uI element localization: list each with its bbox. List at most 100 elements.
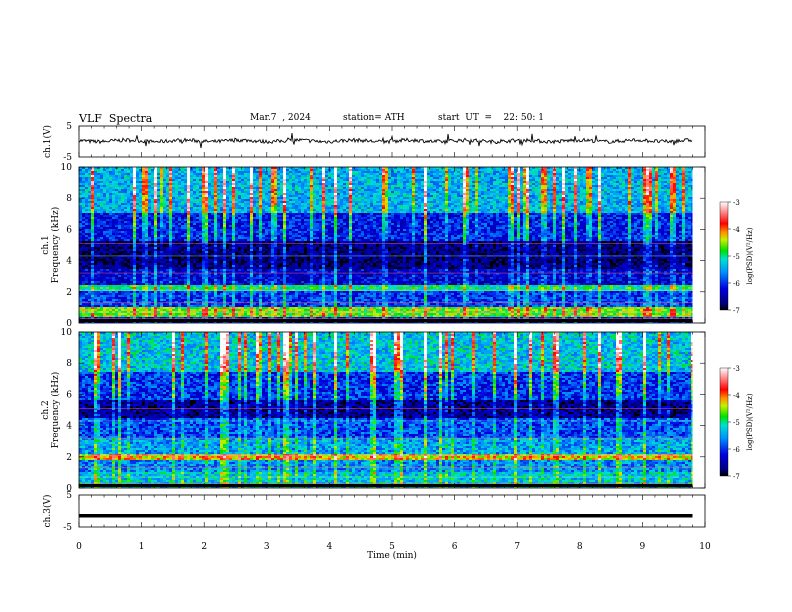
panel-spec1-cell <box>109 197 112 199</box>
panel-spec1-cell <box>214 205 217 207</box>
panel-spec1-cell <box>421 181 424 183</box>
panel-spec1-cell <box>319 173 322 175</box>
panel-spec1-cell <box>343 201 346 203</box>
panel-spec1-cell <box>565 193 568 195</box>
panel-spec1-cell <box>121 195 124 197</box>
panel-spec1-cell <box>193 193 196 195</box>
panel-spec1-cell <box>160 169 163 171</box>
panel-spec1-cell <box>532 197 535 199</box>
panel-spec1-cell <box>313 195 316 197</box>
panel-spec1-cell <box>646 181 649 183</box>
panel-spec1-cell <box>613 199 616 201</box>
panel-spec1-cell <box>571 213 574 215</box>
panel-spec1-cell <box>592 207 595 209</box>
panel-spec1-cell <box>229 175 232 177</box>
panel-spec1-cell <box>181 213 184 215</box>
panel-spec1-cell <box>517 175 520 177</box>
panel-spec1-cell <box>556 189 559 191</box>
panel-spec1-cell <box>646 171 649 173</box>
panel-spec1-cell <box>400 199 403 201</box>
panel-spec1-cell <box>130 185 133 187</box>
panel-spec1-cell <box>541 207 544 209</box>
panel-spec1-cell <box>649 169 652 171</box>
panel-spec1-cell <box>592 203 595 205</box>
panel-spec1-cell <box>631 169 634 171</box>
panel-spec1-cell <box>202 205 205 207</box>
panel-spec1-cell <box>436 189 439 191</box>
panel-spec1-cell <box>124 183 127 185</box>
panel-spec1-cell <box>94 171 97 173</box>
panel-spec1-cell <box>337 185 340 187</box>
panel-spec1-cell <box>646 203 649 205</box>
panel-spec1-cell <box>157 183 160 185</box>
panel-spec1-cell <box>514 191 517 193</box>
panel-spec1-cell <box>112 175 115 177</box>
panel-spec1-cell <box>310 181 313 183</box>
panel-spec1-cell <box>445 189 448 191</box>
panel-spec1-cell <box>496 177 499 179</box>
panel-spec1-cell <box>382 209 385 211</box>
panel-spec1-cell <box>373 189 376 191</box>
panel-spec1-cell <box>100 169 103 171</box>
panel-spec1-cell <box>322 177 325 179</box>
panel-spec1-cell <box>583 179 586 181</box>
panel-spec1-cell <box>427 213 430 215</box>
panel-spec1-cell <box>520 193 523 195</box>
panel-spec1-cell <box>577 179 580 181</box>
panel-spec1-cell <box>409 171 412 173</box>
panel-spec1-cell <box>328 203 331 205</box>
panel-spec1-cell <box>97 179 100 181</box>
panel-spec1-cell <box>250 197 253 199</box>
panel-spec1-cell <box>532 209 535 211</box>
panel-spec1-cell <box>112 181 115 183</box>
panel-spec1-cell <box>94 193 97 195</box>
panel-spec1-cell <box>286 181 289 183</box>
panel-spec1-cell <box>259 203 262 205</box>
panel-spec1-cell <box>685 181 688 183</box>
panel-spec1-cell <box>409 169 412 171</box>
panel-spec1-cell <box>298 209 301 211</box>
panel-spec1-cell <box>475 201 478 203</box>
panel-spec1-cell <box>661 185 664 187</box>
panel-spec1-cell <box>541 213 544 215</box>
panel-spec1-cell <box>292 213 295 215</box>
panel-spec1-cell <box>301 213 304 215</box>
panel-spec1-cell <box>112 169 115 171</box>
panel-spec1-cell <box>106 213 109 215</box>
panel-spec1-cell <box>346 179 349 181</box>
panel-spec1-cell <box>82 173 85 175</box>
panel-spec1-cell <box>271 185 274 187</box>
panel-spec1-cell <box>304 203 307 205</box>
panel-spec1-cell <box>673 173 676 175</box>
panel-spec1-cell <box>112 185 115 187</box>
panel-spec1-cell <box>556 209 559 211</box>
panel-spec1-cell <box>259 183 262 185</box>
panel-spec1-cell <box>631 205 634 207</box>
panel-spec1-cell <box>109 203 112 205</box>
panel-spec1-cell <box>583 173 586 175</box>
panel-spec1-cell <box>640 201 643 203</box>
panel-spec1-cell <box>556 193 559 195</box>
panel-spec1-cell <box>427 181 430 183</box>
panel-spec1-cell <box>472 191 475 193</box>
panel-spec1-cell <box>241 209 244 211</box>
panel-spec1-cell <box>94 207 97 209</box>
panel-spec1-cell <box>637 201 640 203</box>
panel-spec1-cell <box>301 175 304 177</box>
panel-spec1-cell <box>202 195 205 197</box>
panel-spec1-cell <box>124 173 127 175</box>
panel-spec1-cell <box>622 191 625 193</box>
panel-spec1-cell <box>271 193 274 195</box>
panel-spec1-cell <box>340 205 343 207</box>
panel-spec1-cell <box>334 171 337 173</box>
panel-spec1-cell <box>610 181 613 183</box>
panel-spec1-cell <box>232 211 235 213</box>
panel-spec1-cell <box>607 203 610 205</box>
panel-spec1-cell <box>514 199 517 201</box>
panel-spec1-cell <box>301 181 304 183</box>
panel-spec1-cell <box>94 173 97 175</box>
panel-spec1-cell <box>409 199 412 201</box>
panel-spec1-cell <box>202 209 205 211</box>
panel-spec1-cell <box>559 209 562 211</box>
panel-spec1-cell <box>298 191 301 193</box>
